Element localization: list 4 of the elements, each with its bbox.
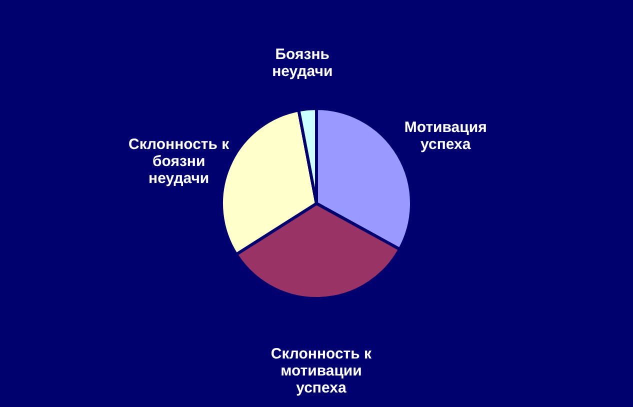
slice-label: Мотивация успеха [404, 119, 487, 154]
slice-label: Склонность к боязни неудачи [128, 136, 230, 187]
slice-label: Склонность к мотивации успеха [270, 345, 372, 396]
slice-label: Боязнь неудачи [272, 46, 333, 80]
